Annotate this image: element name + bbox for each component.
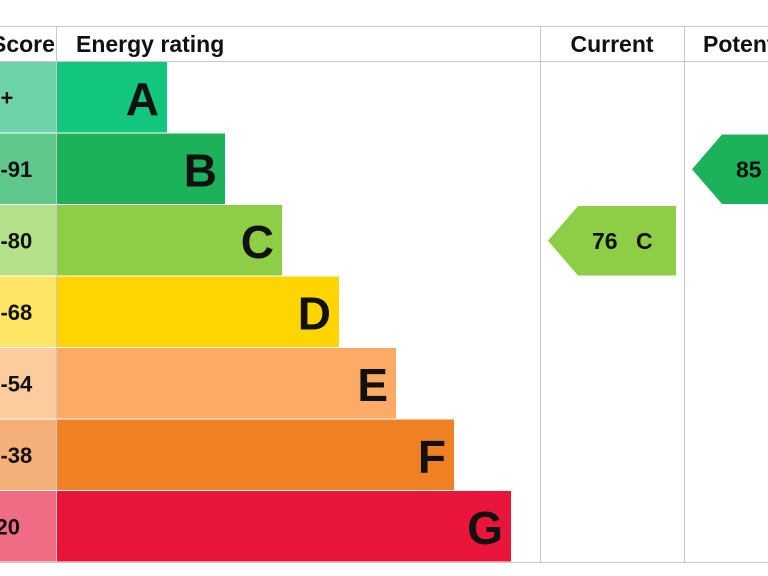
score-cell bbox=[0, 133, 56, 204]
score-label: 81-91 bbox=[0, 157, 32, 182]
score-cell bbox=[0, 348, 56, 419]
score-cell bbox=[0, 276, 56, 347]
rating-letter: B bbox=[184, 144, 217, 196]
rating-bar bbox=[57, 491, 511, 562]
rating-letter: G bbox=[467, 502, 503, 554]
current-value: 76 bbox=[592, 228, 618, 254]
score-cell bbox=[0, 205, 56, 276]
table-lines bbox=[0, 26, 768, 563]
rating-bar bbox=[57, 276, 339, 347]
header-rating: Energy rating bbox=[76, 31, 224, 57]
score-label: 69-80 bbox=[0, 228, 32, 253]
score-label: 1-20 bbox=[0, 514, 20, 539]
header-score: Score bbox=[0, 31, 55, 57]
rating-letter: E bbox=[357, 359, 388, 411]
score-cell bbox=[0, 62, 56, 133]
rating-bar bbox=[57, 348, 396, 419]
score-cell bbox=[0, 419, 56, 490]
score-label: 92+ bbox=[0, 85, 13, 110]
rating-letter: D bbox=[298, 287, 331, 339]
score-cell bbox=[0, 491, 56, 562]
score-label: 55-68 bbox=[0, 300, 32, 325]
rating-letter: C bbox=[241, 216, 274, 268]
rating-letter: A bbox=[126, 73, 159, 125]
header-current: Current bbox=[570, 31, 653, 57]
score-label: 21-38 bbox=[0, 443, 32, 468]
current-letter: C bbox=[636, 228, 653, 254]
rating-bar bbox=[57, 62, 167, 133]
rating-bar bbox=[57, 133, 225, 204]
header-potential: Potential bbox=[703, 31, 768, 57]
current-arrow bbox=[548, 206, 676, 276]
rating-bar bbox=[57, 419, 454, 490]
rating-letter: F bbox=[418, 430, 446, 482]
score-label: 39-54 bbox=[0, 371, 33, 396]
rating-bar bbox=[57, 205, 282, 276]
potential-arrow bbox=[692, 134, 768, 204]
potential-value: 85 bbox=[736, 156, 762, 182]
